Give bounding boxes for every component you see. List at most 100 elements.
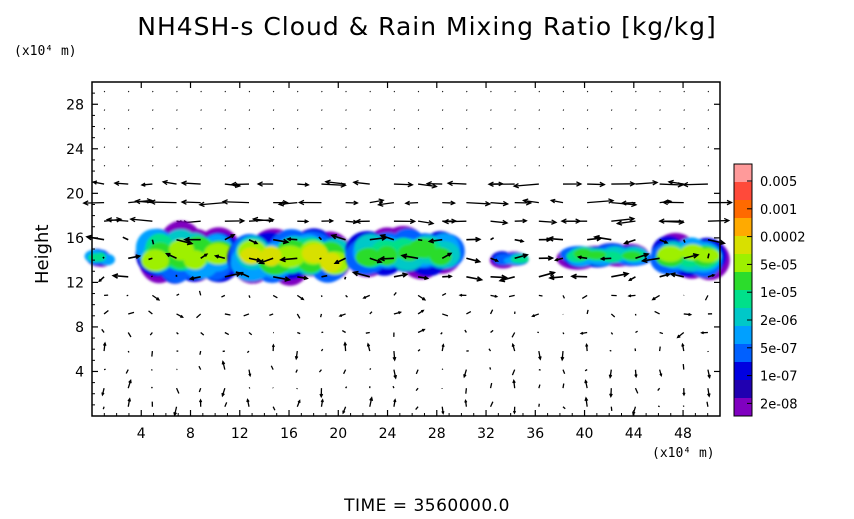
wind-vector-head [180,199,187,205]
wind-vector-head [665,272,671,278]
y-tick-label: 24 [66,142,84,158]
wind-vector-head [549,270,557,277]
wind-vector-head [338,314,343,317]
colorbar-swatch [734,380,752,399]
colorbar-label: 1e-07 [760,370,798,385]
wind-vector [248,257,261,262]
wind-vector-head [98,278,102,283]
wind-vector [562,90,565,93]
x-tick-label: 40 [576,426,594,442]
wind-vector [200,109,202,111]
wind-vector [635,164,637,167]
wind-vector [176,127,178,130]
wind-vector [562,295,566,299]
wind-vector [538,146,540,148]
y-tick-label: 4 [75,364,84,380]
wind-vector [654,310,660,315]
wind-vector [150,275,153,278]
wind-vector [707,146,710,148]
wind-vector [272,164,275,167]
wind-vector [224,146,226,148]
wind-vector [103,309,109,315]
wind-vector [415,387,419,392]
wind-vector-head [324,179,331,185]
wind-vector [448,182,467,185]
wind-vector-head [354,218,361,225]
colorbar-swatch [734,344,752,363]
wind-vector [246,350,250,354]
wind-vector [93,181,105,185]
wind-vector [369,146,371,148]
wind-vector [611,218,634,222]
wind-vector-head [519,238,525,243]
wind-vector [393,109,396,111]
wind-vector [441,164,444,167]
wind-vector [489,401,494,407]
wind-vector-head [286,237,292,242]
wind-vector [248,146,251,148]
wind-vector [318,236,323,241]
wind-vector [321,164,323,167]
colorbar-swatch [734,254,752,273]
wind-vector [610,332,614,335]
wind-vector [562,127,565,130]
x-axis-unit: (x10⁴ m) [652,446,715,461]
wind-vector [319,313,323,318]
wind-vector [538,109,540,111]
wind-vector [657,405,660,408]
wind-vector-head [304,182,310,187]
wind-vector [635,330,638,334]
wind-vector-head [128,378,132,384]
wind-vector-head [512,182,520,189]
wind-vector-head [230,181,237,188]
wind-vector [135,200,153,204]
y-axis-unit: (x10⁴ m) [14,44,77,59]
colorbar-swatch [734,398,752,417]
wind-vector [253,218,274,222]
cloud-contour [183,250,207,270]
wind-vector-head [428,220,435,226]
wind-vector-head [297,399,301,403]
cloud-contour [429,247,452,266]
wind-vector [122,236,129,241]
x-tick-label: 4 [137,426,146,442]
wind-vector [659,90,661,93]
wind-vector [321,183,346,186]
wind-vector [514,109,516,111]
wind-vector-head [512,410,517,415]
wind-vector [514,183,539,187]
wind-vector-head [707,374,711,380]
wind-vector-head [498,276,506,283]
wind-vector [152,109,154,111]
wind-vector-head [643,252,650,258]
wind-vector [325,181,346,185]
wind-vector-head [377,201,384,207]
cloud-mixing-ratio-field [84,220,730,286]
wind-vector [610,109,613,111]
x-tick-label: 32 [477,426,495,442]
wind-vector-head [560,218,567,224]
cloud-contour [376,245,398,266]
wind-vector [103,109,106,111]
cloud-region [345,225,465,280]
wind-vector [224,313,231,316]
wind-vector-head [342,410,346,415]
wind-vector-head [669,272,676,278]
wind-vector [378,201,395,206]
wind-vector-head [688,312,693,317]
colorbar: 0.005 0.001 0.0002 5e-05 1e-05 2e-06 5e-07 1e-0… [733,163,806,417]
wind-vector [296,127,299,130]
wind-vector [659,109,661,111]
wind-vector [107,218,129,222]
wind-vector-head [502,200,510,207]
wind-vector-head [165,252,171,258]
wind-vector-head [183,236,190,243]
colorbar-label: 5e-07 [760,342,798,357]
wind-vector [444,220,467,223]
wind-vector [586,146,589,148]
wind-vector [223,201,250,204]
wind-vector-head [608,374,613,379]
wind-vector [176,238,193,245]
colorbar-frame [733,163,753,417]
wind-vector [259,257,274,264]
